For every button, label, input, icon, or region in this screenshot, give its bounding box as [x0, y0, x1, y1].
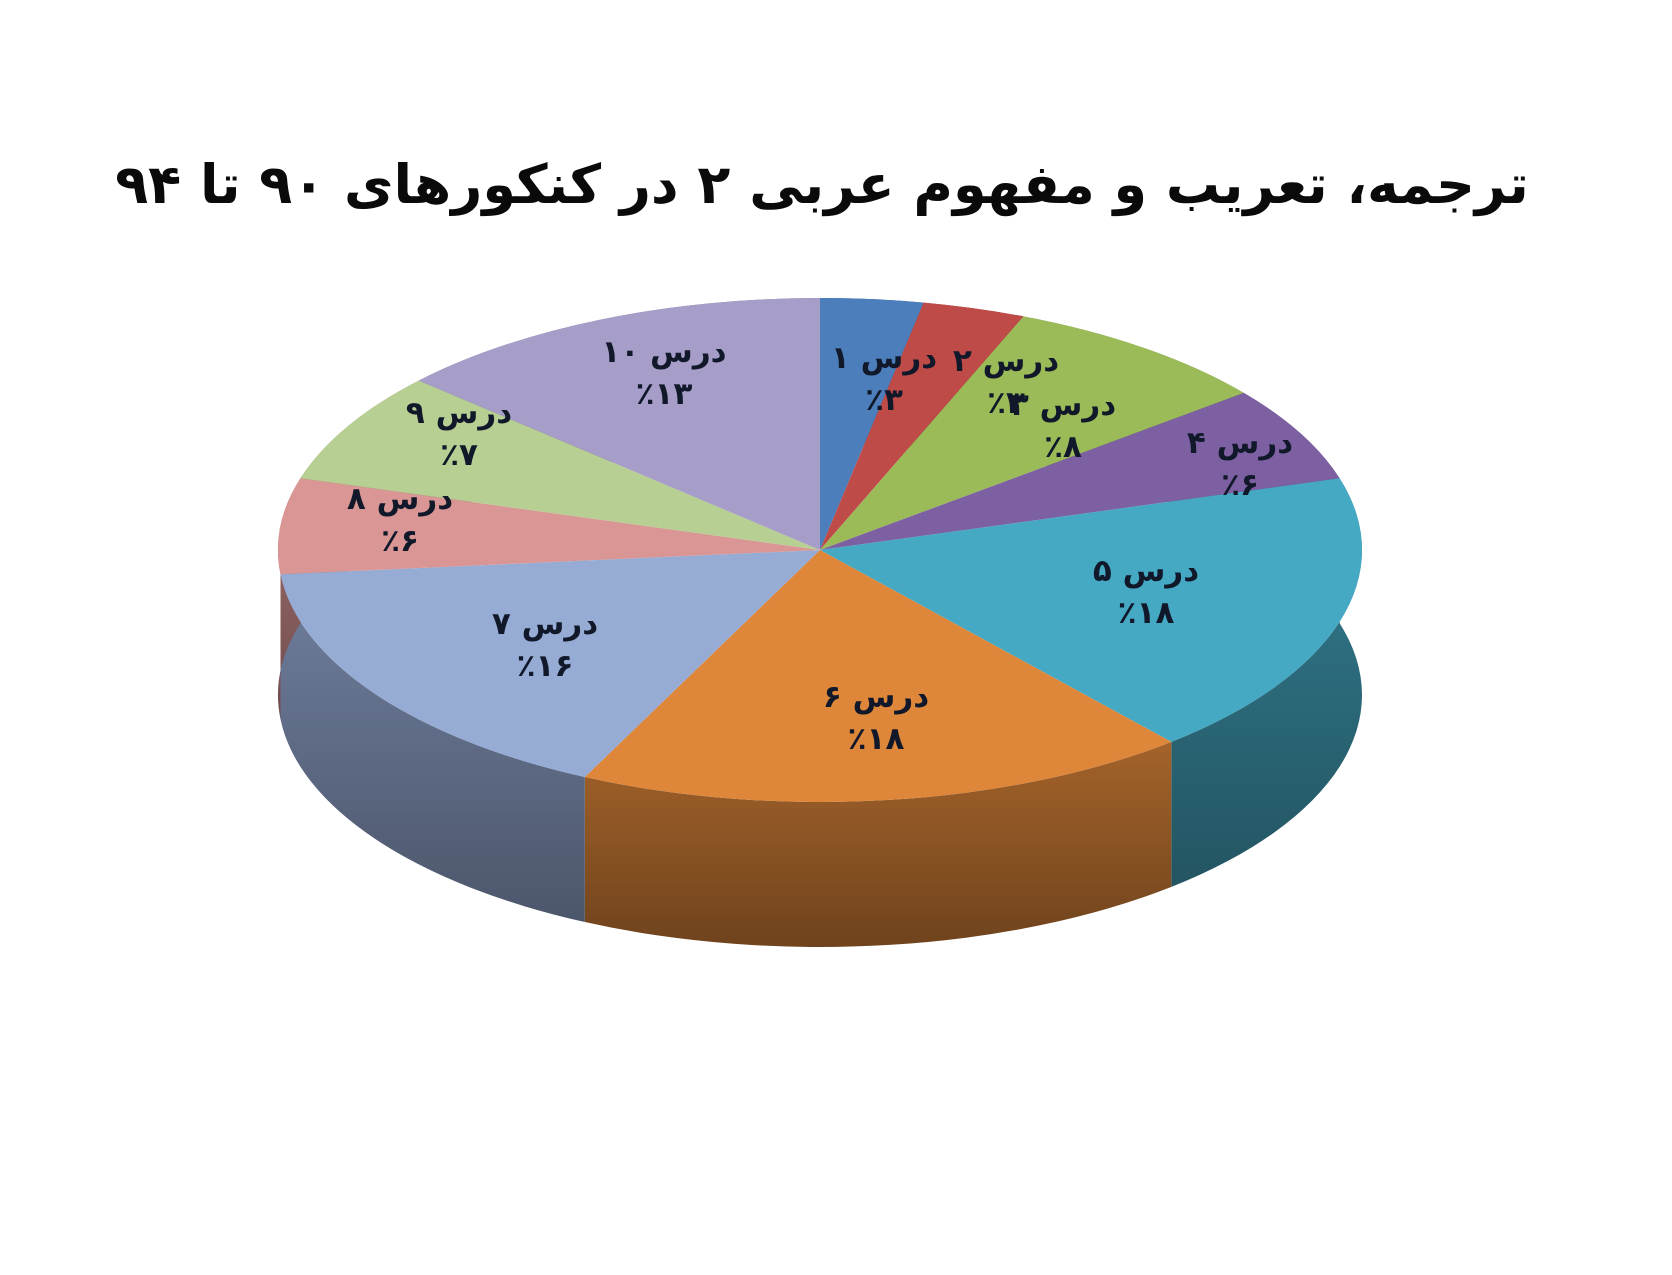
slice-label-percent: ٪۱۸: [1118, 595, 1175, 631]
slice-label-4: درس ۴ ٪۶: [1187, 425, 1293, 503]
pie-slice-side-6: [584, 741, 1172, 947]
pie-slice-side-7: [280, 574, 585, 923]
slice-label-1: درس ۱ ٪۳: [831, 340, 937, 418]
slice-label-name: درس ۸: [347, 481, 453, 517]
pie-slice-8: [277, 478, 821, 575]
slice-label-percent: ٪۱۶: [517, 648, 574, 684]
slice-label-name: درس ۲: [953, 343, 1059, 379]
pie-slice-1: [820, 298, 924, 550]
slice-label-percent: ٪۳: [865, 382, 903, 418]
slice-label-2: درس ۲ ٪۳: [953, 343, 1059, 421]
slice-label-percent: ٪۸: [1044, 429, 1082, 465]
pie-slice-9: [300, 380, 820, 550]
slice-label-name: درس ۹: [406, 395, 512, 431]
slice-label-6: درس ۶ ٪۱۸: [823, 679, 929, 757]
slice-label-3: درس ۳ ٪۸: [1010, 387, 1116, 465]
pie-slice-side-5: [1171, 478, 1362, 887]
slice-label-percent: ٪۱۳: [636, 376, 693, 412]
slice-label-name: درس ۴: [1187, 425, 1293, 461]
slice-label-name: درس ۳: [1010, 387, 1116, 423]
slice-label-name: درس ۶: [823, 679, 929, 715]
pie-slice-10: [418, 298, 820, 550]
pie-slice-4: [820, 392, 1340, 550]
slice-label-percent: ٪۶: [381, 523, 419, 559]
pie-slice-5: [820, 478, 1362, 742]
slice-label-5: درس ۵ ٪۱۸: [1093, 553, 1199, 631]
slice-label-10: درس ۱۰ ٪۱۳: [601, 334, 726, 412]
slice-label-name: درس ۱۰: [601, 334, 726, 370]
slice-label-9: درس ۹ ٪۷: [406, 395, 512, 473]
pie-slice-3: [820, 316, 1244, 550]
chart-title: ترجمه، تعریب و مفهوم عربی ۲ در کنکورهای …: [115, 153, 1529, 216]
slice-label-name: درس ۵: [1093, 553, 1199, 589]
slice-label-8: درس ۸ ٪۶: [347, 481, 453, 559]
slice-label-percent: ٪۷: [440, 437, 478, 473]
pie-slice-2: [820, 302, 1024, 550]
pie-slice-6: [584, 550, 1172, 802]
slice-label-7: درس ۷ ٪۱۶: [492, 606, 598, 684]
slice-label-name: درس ۱: [831, 340, 937, 376]
slice-label-percent: ٪۱۸: [848, 721, 905, 757]
slice-label-percent: ٪۶: [1221, 467, 1259, 503]
slice-label-percent: ٪۳: [987, 385, 1025, 421]
pie-slice-7: [280, 550, 820, 778]
slice-label-name: درس ۷: [492, 606, 598, 642]
